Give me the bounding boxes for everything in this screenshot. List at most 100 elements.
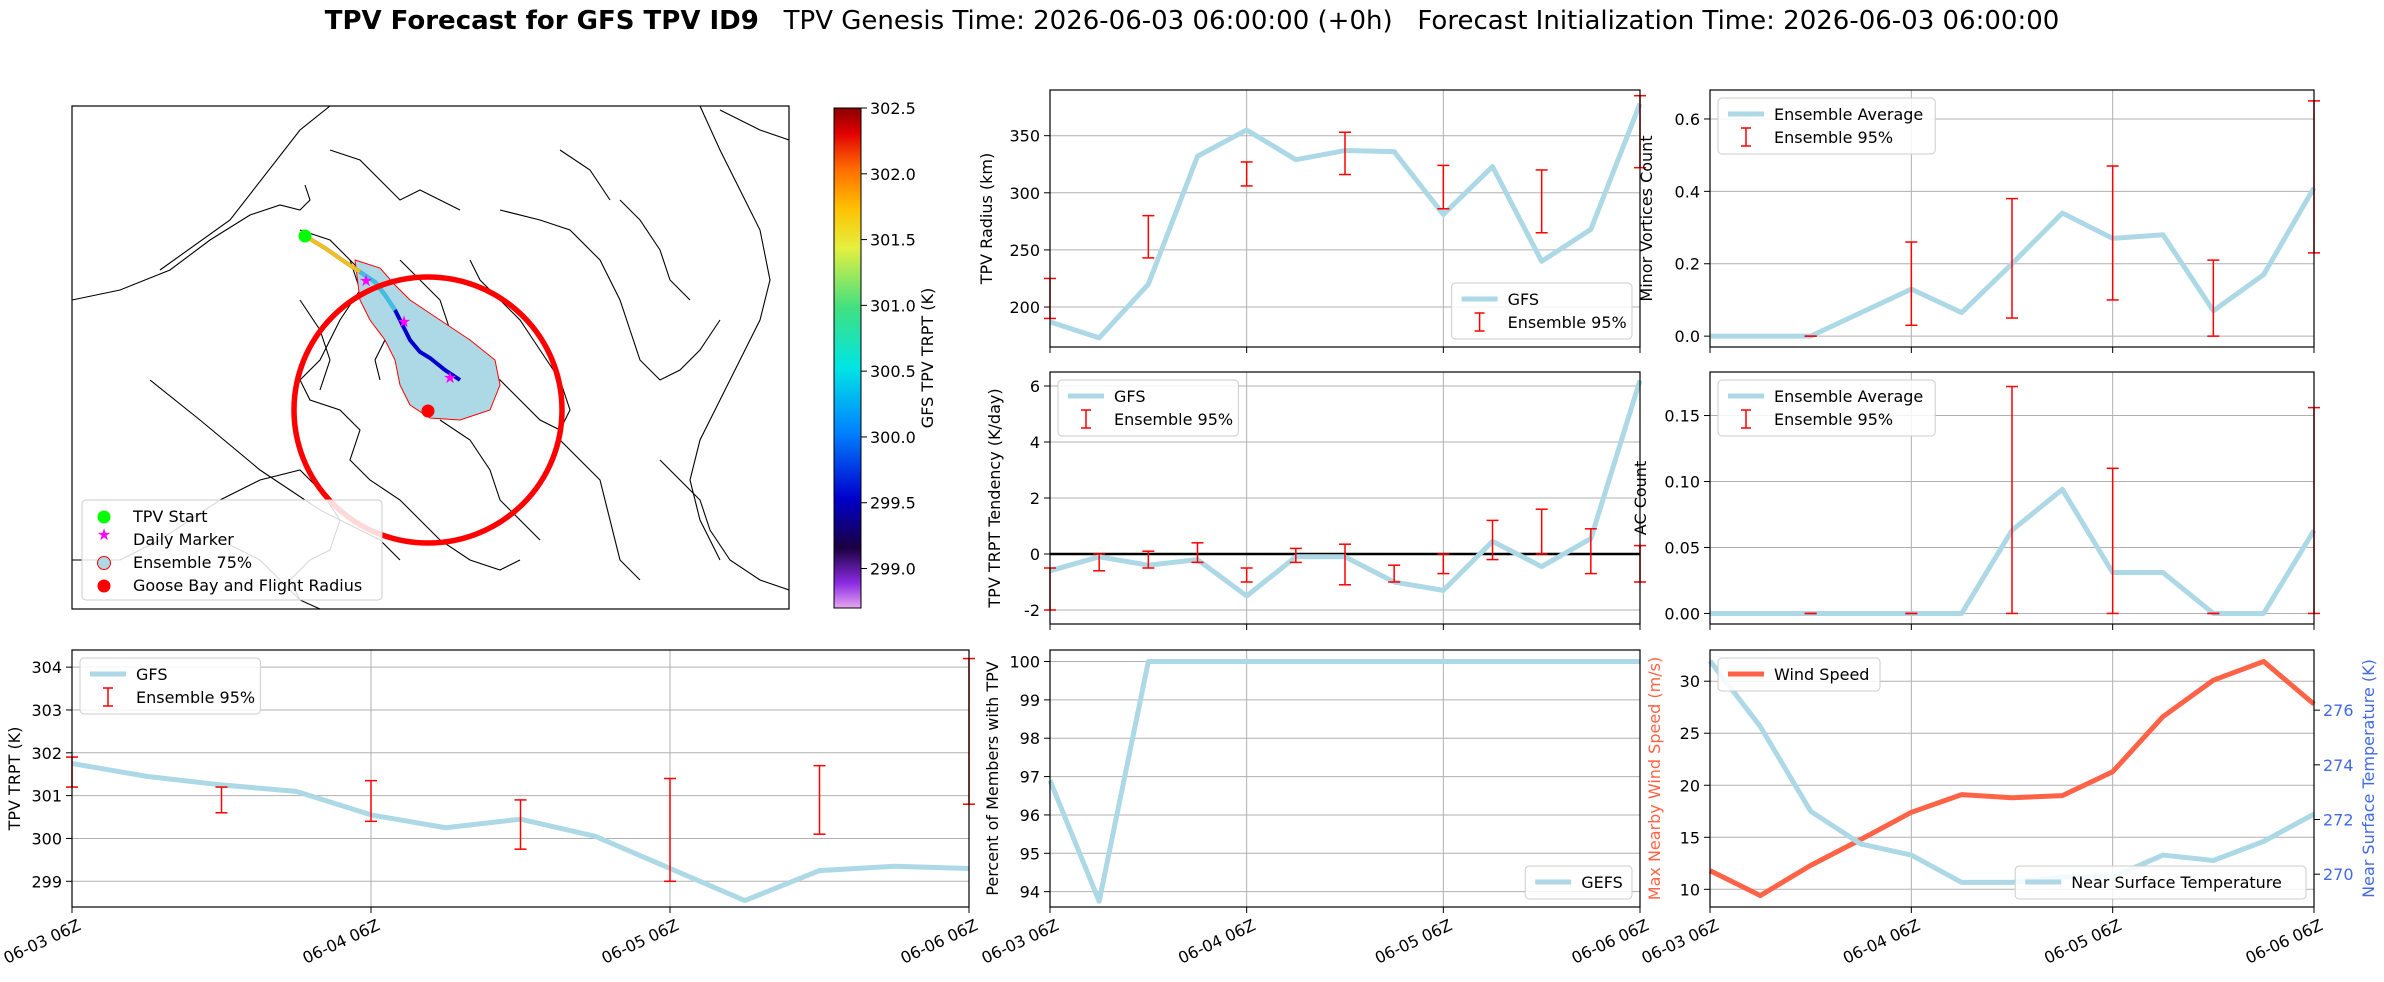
- chart-legend: Ensemble Average Ensemble 95%: [1717, 379, 1936, 437]
- y-tick-label: 99: [1020, 691, 1040, 710]
- y-tick-label: 301: [31, 787, 62, 806]
- daily-marker-3: ★: [443, 368, 457, 387]
- chart-tpv-trpt: 299 300 301 302 303 304 06-03 06Z 06-04 06Z 06-0…: [1, 649, 981, 968]
- y-tick-label: -2: [1024, 601, 1040, 620]
- y-tick-label-right: 272: [2323, 811, 2354, 830]
- x-tick-label: 06-04 06Z: [1840, 915, 1923, 967]
- legend-label: Ensemble 95%: [1508, 313, 1627, 332]
- chart-wind-temp: 10 15 20 25 30 06-03 06Z 06-04 06Z 06-05 06Z 06-…: [1639, 649, 2378, 968]
- y-tick-label: 30: [1680, 672, 1700, 691]
- colorbar-tick-label: 299.0: [870, 560, 916, 579]
- y-tick-label: 2: [1030, 489, 1040, 508]
- series-line: [1708, 659, 2316, 885]
- y-tick-label: 0.05: [1664, 538, 1700, 557]
- legend-goose-bay: Goose Bay and Flight Radius: [133, 576, 362, 595]
- y-tick-label: 0.10: [1664, 473, 1700, 492]
- y-tick-label: 0.2: [1675, 255, 1700, 274]
- goose-bay-marker: [421, 404, 435, 418]
- y-tick-label: 97: [1020, 768, 1040, 787]
- axes-frame: [1709, 89, 2315, 348]
- y-tick-label: 0.0: [1675, 327, 1700, 346]
- axes-frame: [1049, 89, 1641, 348]
- y-axis-label: Max Nearby Wind Speed (m/s): [1645, 657, 1664, 900]
- y-axis-label: TPV Radius (km): [977, 153, 996, 286]
- y-tick-label: 25: [1680, 724, 1700, 743]
- chart-ac-count: 0.00 0.05 0.10 0.15 AC Count Ensemble Average…: [1631, 371, 2320, 630]
- chart-tpv-radius: 200 250 300 350 TPV Radius (km) GFS Ensemble 9…: [977, 89, 1646, 353]
- y-tick-label: 300: [31, 829, 62, 848]
- axes-frame: [1049, 649, 1641, 908]
- y-tick-label: 0.15: [1664, 407, 1700, 426]
- plot-area: [1050, 650, 1640, 907]
- x-tick-label: 06-05 06Z: [2041, 915, 2124, 967]
- legend-label: GEFS: [1581, 873, 1623, 892]
- y-tick-label: 100: [1009, 653, 1040, 672]
- x-tick-label: 06-04 06Z: [300, 915, 383, 967]
- x-tick-label: 06-06 06Z: [1569, 915, 1652, 967]
- legend-label: Ensemble 95%: [1774, 410, 1893, 429]
- y-tick-label: 0: [1030, 545, 1040, 564]
- colorbar-tick-label: 301.5: [870, 231, 916, 250]
- flight-radius-circle: [291, 274, 565, 546]
- y-axis-label: Minor Vortices Count: [1637, 135, 1656, 301]
- y-tick-label: 200: [1009, 298, 1040, 317]
- y-tick-label: 96: [1020, 806, 1040, 825]
- figure-title-bold: TPV Forecast for GFS TPV ID9: [324, 6, 759, 36]
- tpv-start-marker: [298, 229, 312, 243]
- x-tick-label: 06-05 06Z: [599, 915, 682, 967]
- legend-label: GFS: [1114, 387, 1145, 406]
- y-axis-label-right: Near Surface Temperature (K): [2359, 659, 2378, 898]
- y-axis-label: TPV TRPT Tendency (K/day): [985, 388, 1004, 608]
- figure-title: TPV Forecast for GFS TPV ID9 TPV Genesis…: [0, 6, 2384, 36]
- legend-frame: [1717, 97, 1936, 155]
- y-tick-label-right: 276: [2323, 701, 2354, 720]
- y-axis-label: TPV TRPT (K): [5, 727, 24, 832]
- y-tick-label: 20: [1680, 776, 1700, 795]
- colorbar-tick-label: 302.0: [870, 165, 916, 184]
- x-tick-label: 06-06 06Z: [898, 915, 981, 967]
- legend-label: Ensemble Average: [1774, 105, 1923, 124]
- legend-label: GFS: [136, 665, 167, 684]
- colorbar-tick-label: 299.5: [870, 494, 916, 513]
- chart-percent-members: 94 95 96 97 98 99 100 06-03 06Z 06-04 06Z 06-05 0…: [979, 649, 1652, 968]
- y-axis-label: AC Count: [1631, 461, 1650, 535]
- colorbar: 302.5 302.0 301.5 301.0 300.5 300.0 299.5 299.0…: [833, 99, 937, 609]
- x-tick-label: 06-05 06Z: [1372, 915, 1455, 967]
- x-tick-label: 06-06 06Z: [2243, 915, 2326, 967]
- chart-legend: Ensemble Average Ensemble 95%: [1717, 97, 1936, 155]
- colorbar-tick-label: 300.0: [870, 428, 916, 447]
- colorbar-tick-label: 301.0: [870, 296, 916, 315]
- colorbar-gradient: [833, 107, 862, 609]
- figure-title-rest: TPV Genesis Time: 2026-06-03 06:00:00 (+…: [758, 6, 2060, 36]
- chart-legend: GFS Ensemble 95%: [1451, 282, 1633, 340]
- x-tick-label: 06-04 06Z: [1175, 915, 1258, 967]
- legend-label: Ensemble 95%: [1114, 410, 1233, 429]
- legend-daily-marker: Daily Marker: [133, 530, 234, 549]
- map-panel: ★ ★ ★ ★ TPV Start Daily Marker Ensemble …: [71, 105, 790, 610]
- colorbar-tick-label: 300.5: [870, 362, 916, 381]
- y-axis-label: Percent of Members with TPV: [983, 661, 1002, 895]
- legend-label: GFS: [1508, 290, 1539, 309]
- chart-legend: Wind Speed: [1717, 657, 1881, 692]
- y-tick-label: 304: [31, 658, 62, 677]
- colorbar-ticks: 302.5 302.0 301.5 301.0 300.5 300.0 299.5 299.0: [861, 99, 916, 579]
- tpv-track-start: [303, 234, 362, 274]
- y-tick-label: 299: [31, 872, 62, 891]
- axes-frame: [1049, 371, 1641, 625]
- x-tick-label: 06-03 06Z: [1, 915, 84, 967]
- colorbar-label: GFS TPV TRPT (K): [918, 288, 937, 428]
- chart-legend: GEFS: [1524, 865, 1633, 900]
- map-legend: ★ TPV Start Daily Marker Ensemble 75% Go…: [81, 499, 383, 601]
- legend-frame: [1524, 865, 1633, 900]
- y-tick-label: 302: [31, 744, 62, 763]
- y-tick-label: 303: [31, 701, 62, 720]
- y-tick-label: 0.00: [1664, 604, 1700, 623]
- series-line: [1708, 658, 2316, 899]
- y-tick-label: 0.6: [1675, 110, 1700, 129]
- daily-marker-2: ★: [397, 312, 411, 331]
- y-tick-label: 350: [1009, 127, 1040, 146]
- daily-marker-1: ★: [359, 271, 373, 290]
- x-tick-label: 06-03 06Z: [1639, 915, 1722, 967]
- axes-frame: [71, 649, 970, 908]
